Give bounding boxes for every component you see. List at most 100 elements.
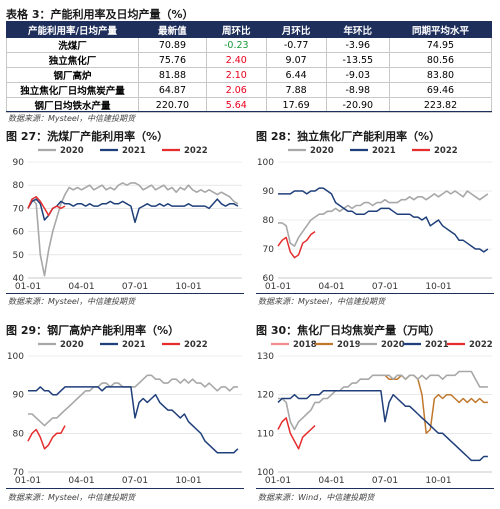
series-line-2020 [28, 374, 238, 427]
x-tick-label: 01-01 [265, 476, 291, 486]
chart-28-bottom-rule [256, 293, 494, 294]
chart-30-bottom-rule [256, 488, 494, 489]
legend-label-2021: 2021 [372, 146, 396, 156]
legend-label-2022: 2022 [184, 146, 208, 156]
series-line-2019 [380, 374, 488, 435]
cell-wow: 2.10 [205, 67, 267, 83]
series-line-2020 [27, 182, 239, 277]
chart-27-title: 图 27：洗煤厂产能利用率（%） [6, 130, 169, 143]
cell-avg: 74.95 [389, 37, 492, 53]
row-name: 洗煤厂 [6, 37, 139, 53]
series-line-2021 [27, 198, 239, 224]
legend-label-2021: 2021 [122, 146, 146, 156]
cell-avg: 69.46 [389, 82, 492, 98]
chart-27-washery-utilization: 40 50 60 70 80 90 01-01 04-01 07-01 10-01 2020 2021… [13, 146, 242, 292]
x-tick-label: 01-01 [265, 282, 291, 292]
y-tick-label: 90 [13, 158, 25, 168]
y-tick-label: 60 [13, 228, 25, 238]
x-tick-label: 10-01 [175, 476, 201, 486]
chart-27-bottom-rule [6, 293, 244, 294]
table-header-row: 产能利用率/日均产量 最新值 周环比 月环比 年环比 同期平均水平 [6, 21, 492, 38]
x-tick-label: 01-01 [15, 476, 41, 486]
x-tick-label: 10-01 [425, 476, 451, 486]
capacity-table: 产能利用率/日均产量 最新值 周环比 月环比 年环比 同期平均水平 洗煤厂 70.… [6, 21, 492, 113]
chart-28-title: 图 28：独立焦化厂产能利用率（%） [256, 130, 441, 143]
cell-mom: 17.69 [265, 97, 327, 113]
table-row: 洗煤厂 70.89 -0.23 -0.77 -3.96 74.95 [6, 37, 492, 53]
y-tick-label: 90 [13, 391, 25, 401]
col-header-yoy: 年环比 [325, 21, 391, 38]
x-tick-label: 10-01 [175, 282, 201, 292]
chart-29-bottom-rule [6, 488, 244, 489]
y-tick-label: 40 [13, 274, 25, 284]
legend-label-2022: 2022 [184, 340, 208, 350]
y-tick-label: 80 [263, 216, 275, 226]
y-tick-label: 80 [13, 429, 25, 439]
x-tick-label: 04-01 [318, 282, 344, 292]
cell-wow: 5.64 [205, 97, 267, 113]
cell-avg: 83.80 [389, 67, 492, 83]
cell-wow: -0.23 [205, 37, 267, 53]
legend-label-2021: 2021 [425, 340, 449, 350]
cell-yoy: -13.55 [325, 52, 391, 68]
chart-30-coke-daily-output: 100 110 120 130 01-01 04-01 07-01 10-01 2018 2019… [257, 340, 493, 486]
legend-label-2021: 2021 [122, 340, 146, 350]
table-title: 表格 3：产能利用率及日均产量（%） [6, 8, 194, 21]
table-bottom-rule [6, 111, 492, 112]
x-tick-label: 07-01 [122, 476, 148, 486]
legend-label-2020: 2020 [381, 340, 405, 350]
series-line-2021 [28, 386, 239, 454]
chart-30-title: 图 30：焦化厂日均焦炭产量（万吨） [256, 324, 441, 337]
x-tick-label: 07-01 [372, 282, 398, 292]
series-line-2022 [277, 230, 316, 259]
cell-wow: 2.40 [205, 52, 267, 68]
table-source: 数据来源：Mysteel，中信建投期货 [8, 114, 136, 123]
y-tick-label: 70 [13, 204, 25, 214]
cell-avg: 223.82 [389, 97, 492, 113]
legend-label-2020: 2020 [60, 340, 84, 350]
y-tick-label: 80 [13, 181, 25, 191]
row-name: 独立焦化厂 [6, 52, 139, 68]
x-tick-label: 10-01 [425, 282, 451, 292]
col-header-avg: 同期平均水平 [389, 21, 492, 38]
series-line-2021 [278, 187, 489, 253]
cell-avg: 80.56 [389, 52, 492, 68]
legend-label-2019: 2019 [337, 340, 361, 350]
chart-30-source: 数据来源：Wind，中信建投期货 [258, 493, 375, 502]
legend-label-2020: 2020 [60, 146, 84, 156]
cell-yoy: -9.03 [325, 67, 391, 83]
cell-yoy: -3.96 [325, 37, 391, 53]
chart-29-title: 图 29：钢厂高炉产能利用率（%） [6, 324, 180, 337]
y-tick-label: 130 [257, 352, 274, 362]
cell-wow: 2.06 [205, 82, 267, 98]
cell-latest: 220.70 [138, 97, 207, 113]
row-name: 钢厂日均铁水产量 [6, 97, 139, 113]
series-line-2022 [27, 196, 66, 217]
y-tick-label: 100 [7, 352, 24, 362]
cell-latest: 64.87 [138, 82, 207, 98]
cell-mom: 9.07 [265, 52, 327, 68]
chart-27-source: 数据来源：Mysteel，中信建投期货 [8, 297, 136, 306]
y-tick-label: 100 [257, 468, 274, 478]
col-header-wow: 周环比 [205, 21, 267, 38]
table-row: 独立焦化厂 75.76 2.40 9.07 -13.55 80.56 [6, 52, 492, 68]
chart-28-coking-plant-utilization: 60 70 80 90 100 01-01 04-01 07-01 10-01 2020 2021 2… [257, 146, 492, 292]
x-tick-label: 04-01 [68, 476, 94, 486]
table-row: 独立焦化厂日均焦炭产量 64.87 2.06 7.88 -8.98 69.46 [6, 82, 492, 98]
row-name: 钢厂高炉 [6, 67, 139, 83]
legend-label-2018: 2018 [293, 340, 317, 350]
legend-label-2022: 2022 [469, 340, 493, 350]
series-line-2020 [278, 190, 489, 247]
x-tick-label: 07-01 [122, 282, 148, 292]
row-name: 独立焦化厂日均焦炭产量 [6, 82, 139, 98]
x-tick-label: 04-01 [68, 282, 94, 292]
cell-latest: 75.76 [138, 52, 207, 68]
y-tick-label: 90 [263, 187, 275, 197]
legend-label-2022: 2022 [434, 146, 458, 156]
y-tick-label: 100 [257, 158, 274, 168]
y-tick-label: 70 [13, 468, 25, 478]
series-line-2021 [277, 390, 488, 462]
chart-29-source: 数据来源：Mysteel，中信建投期货 [8, 493, 136, 502]
table-row: 钢厂日均铁水产量 220.70 5.64 17.69 -20.90 223.82 [6, 97, 492, 113]
cell-latest: 70.89 [138, 37, 207, 53]
